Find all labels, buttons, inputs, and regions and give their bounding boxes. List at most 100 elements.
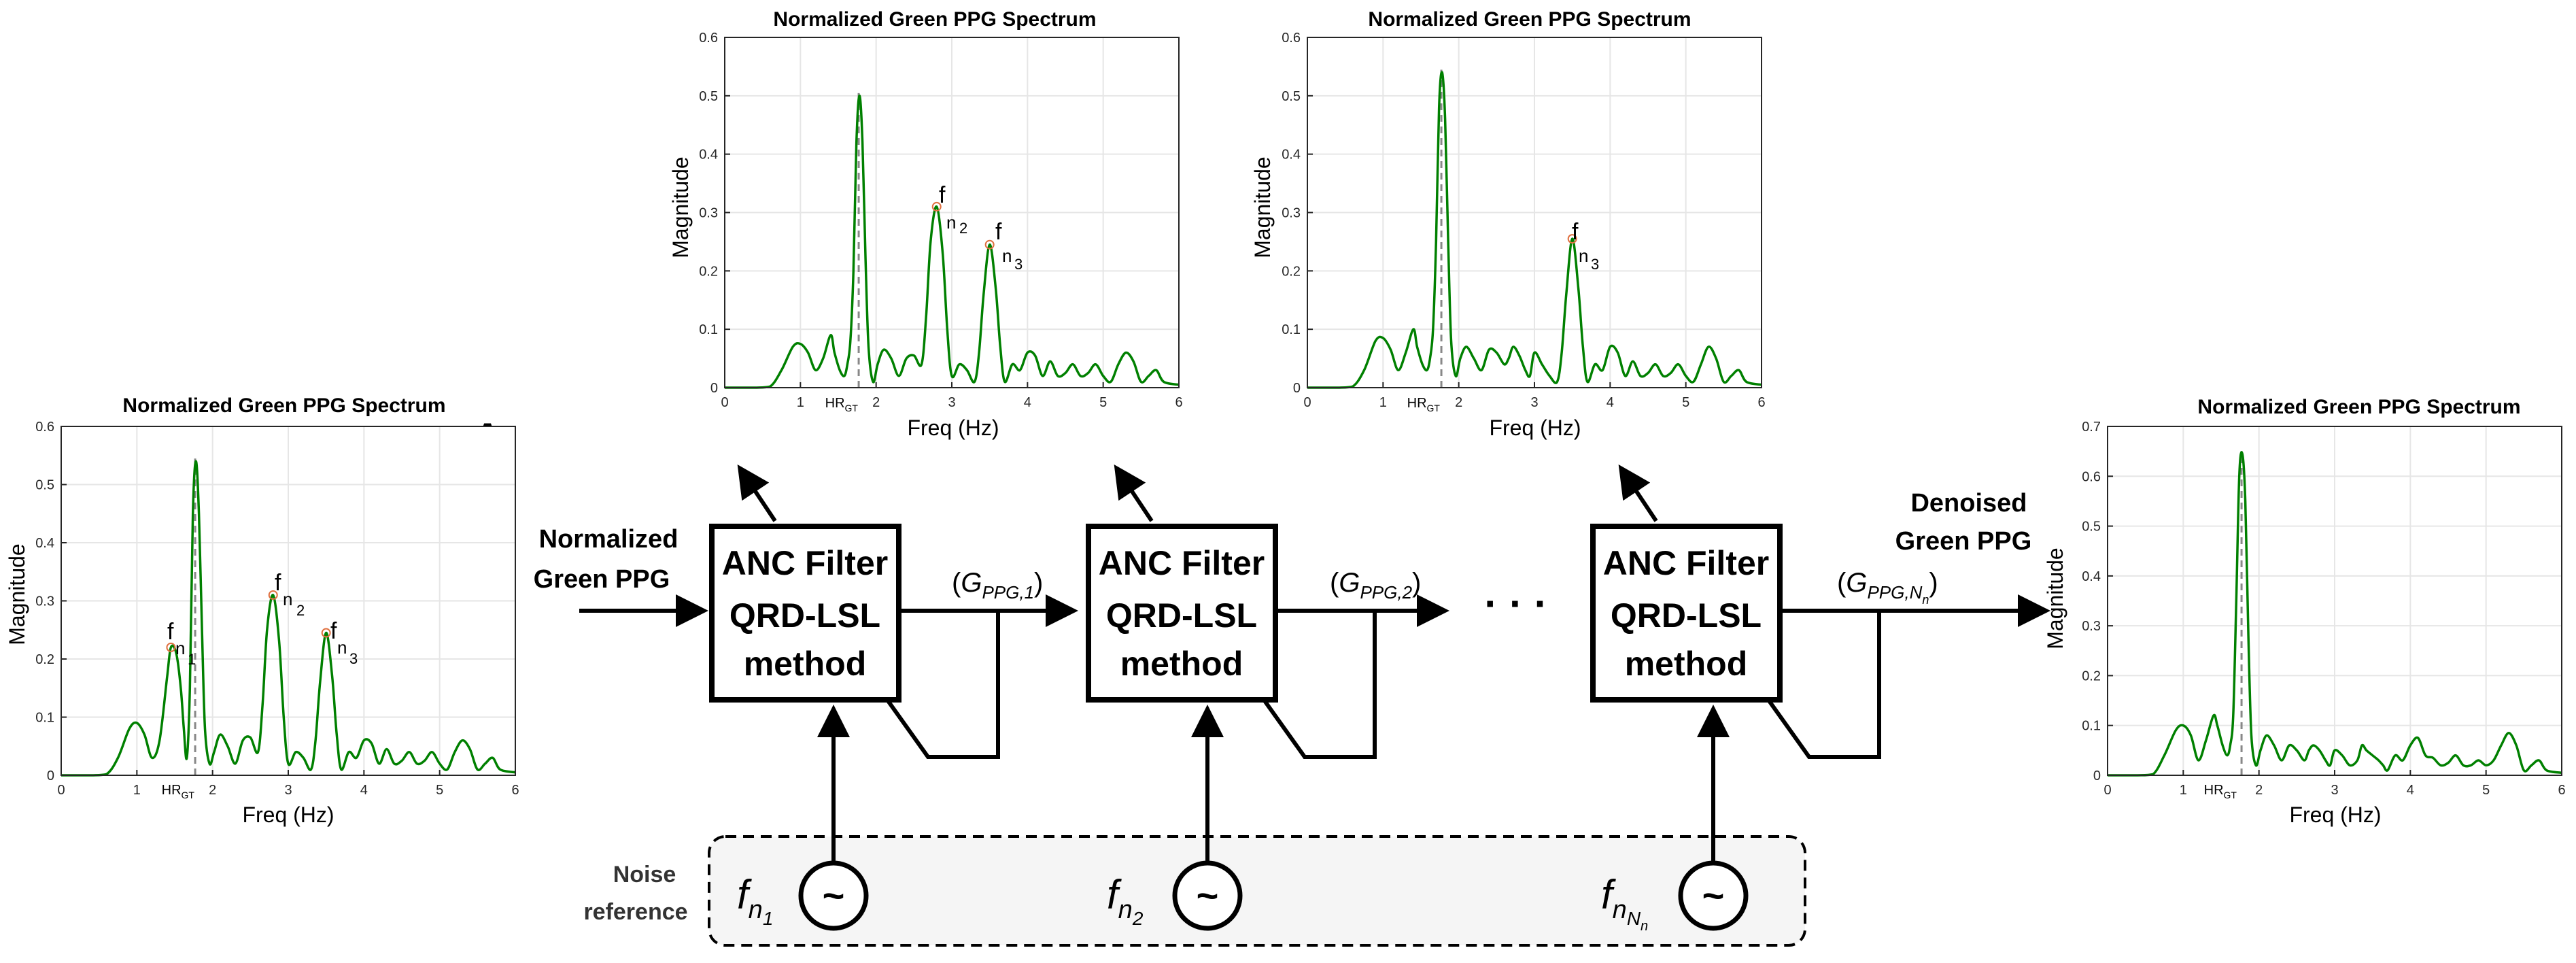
peak-marker	[984, 239, 995, 250]
anc-filter-block-3	[1590, 524, 1783, 703]
chart-title: Normalized Green PPG Spectrum	[773, 8, 1096, 31]
y-axis-label: Magnitude	[5, 543, 29, 645]
filter-method-suffix: method	[744, 645, 867, 683]
peak-label-fn3: f n 3	[995, 219, 1023, 273]
y-tick-label: 0.3	[35, 594, 54, 609]
x-tick-label: 6	[2558, 783, 2565, 798]
svg-text:2: 2	[959, 220, 967, 237]
x-tick-label: 4	[1607, 395, 1614, 410]
peak-marker	[166, 642, 176, 652]
tilde-icon: ~	[823, 874, 845, 917]
svg-text:n: n	[175, 638, 185, 658]
y-tick-label: 0.5	[2082, 520, 2101, 535]
x-axis-label: Freq (Hz)	[242, 802, 334, 827]
x-tick-label: 5	[1682, 395, 1689, 410]
svg-text:HRGT: HRGT	[1407, 396, 1441, 413]
x-tick-label: 1	[1379, 395, 1387, 410]
x-tick-label: 2	[209, 783, 216, 798]
y-tick-label: 0.3	[1282, 206, 1301, 221]
anc-block-diagram: Normalized Green PPG ANC Filter QRD-LSL …	[534, 464, 2050, 947]
peak-label-fn3: f n 3	[330, 618, 358, 667]
spectrum-chart-a: Normalized Green PPG Spectrum A Magnitud…	[5, 394, 519, 827]
x-tick-label: 1	[133, 783, 141, 798]
y-tick-label: 0.6	[699, 31, 718, 46]
y-tick-label: 0.6	[1282, 31, 1301, 46]
plot-area: 0 1 2 3 4 5 6 0 0.1 0.2 0.3 0.4 0.5 0.6	[699, 31, 1182, 410]
x-tick-label: 3	[2331, 783, 2338, 798]
x-tick-label: 5	[2482, 783, 2490, 798]
noise-reference-label: Noise	[613, 862, 676, 888]
noise-symbol-1: fn1	[737, 872, 773, 929]
input-label-line2: Green PPG	[534, 565, 670, 594]
x-tick-label: 6	[511, 783, 519, 798]
plot-area: 0 1 2 3 4 5 6 0 0.1 0.2 0.3 0.4 0.5 0.6	[1282, 31, 1765, 410]
chart-title: Normalized Green PPG Spectrum	[122, 394, 445, 417]
svg-text:f: f	[330, 618, 337, 644]
y-tick-label: 0.1	[1282, 322, 1301, 337]
noise-reference-label-line2: reference	[583, 899, 687, 925]
svg-text:n: n	[946, 212, 956, 233]
y-tick-label: 0.4	[699, 148, 718, 163]
svg-text:n: n	[283, 589, 292, 609]
svg-text:1: 1	[188, 651, 196, 668]
x-tick-label: 3	[948, 395, 955, 410]
output-label-line2: Green PPG	[1895, 527, 2032, 556]
hr-gt-tick-label: HRGT	[162, 783, 195, 800]
chart-title: Normalized Green PPG Spectrum	[2197, 396, 2520, 418]
svg-text:HRGT: HRGT	[2204, 783, 2237, 800]
x-axis-label: Freq (Hz)	[907, 416, 999, 440]
input-label: Normalized	[539, 525, 679, 554]
y-tick-label: 0.4	[2082, 569, 2101, 584]
svg-text:HRGT: HRGT	[162, 783, 195, 800]
y-tick-label: 0.6	[35, 420, 54, 435]
svg-text:f: f	[1572, 219, 1579, 245]
output-signal-label-3: (GPPG,Nn)	[1837, 568, 1938, 607]
x-tick-label: 4	[2407, 783, 2414, 798]
tilde-icon: ~	[1197, 874, 1219, 917]
y-tick-label: 0.2	[35, 652, 54, 667]
svg-text:n: n	[337, 637, 347, 658]
x-tick-label: 3	[1530, 395, 1538, 410]
adaptation-arrow	[1114, 464, 1154, 522]
peak-marker	[321, 628, 331, 638]
ellipsis: · · ·	[1484, 581, 1547, 626]
peak-marker	[931, 201, 942, 212]
svg-text:n: n	[1579, 246, 1588, 266]
x-tick-label: 6	[1757, 395, 1765, 410]
x-tick-label: 0	[57, 783, 65, 798]
x-tick-label: 2	[1455, 395, 1462, 410]
y-tick-label: 0.4	[35, 536, 54, 551]
svg-text:3: 3	[1014, 256, 1023, 273]
y-tick-label: 0.6	[2082, 469, 2101, 484]
feedback-loop-2	[1262, 611, 1377, 759]
filter-method-suffix: method	[1625, 645, 1748, 683]
svg-text:3: 3	[349, 650, 358, 667]
x-tick-label: 3	[284, 783, 292, 798]
peak-marker	[1567, 234, 1577, 244]
svg-text:HRGT: HRGT	[825, 396, 859, 413]
peak-label-fn1: f n 1	[167, 619, 196, 668]
svg-text:f: f	[995, 219, 1002, 245]
x-tick-label: 1	[2180, 783, 2187, 798]
spectrum-chart-d: Normalized Green PPG Spectrum D Magnitud…	[2043, 396, 2566, 827]
spectrum-chart-b: Normalized Green PPG Spectrum B Magnitud…	[668, 8, 1183, 440]
x-tick-label: 5	[436, 783, 443, 798]
y-tick-label: 0.1	[35, 711, 54, 726]
y-tick-label: 0	[47, 768, 54, 783]
y-tick-label: 0.3	[2082, 619, 2101, 634]
svg-text:3: 3	[1591, 256, 1599, 273]
chart-title: Normalized Green PPG Spectrum	[1368, 8, 1691, 31]
svg-text:f: f	[167, 619, 174, 645]
noise-reference-box	[708, 835, 1806, 947]
anc-filter-block-2	[1086, 524, 1278, 703]
y-axis-label: Magnitude	[1250, 156, 1275, 258]
y-axis-label: Magnitude	[668, 156, 693, 258]
x-axis-label: Freq (Hz)	[1489, 416, 1581, 440]
svg-text:2: 2	[296, 602, 305, 619]
svg-text:n: n	[1002, 246, 1012, 266]
adaptation-arrow	[1618, 464, 1658, 522]
svg-text:f: f	[939, 182, 946, 208]
x-tick-label: 1	[797, 395, 804, 410]
y-tick-label: 0.3	[699, 206, 718, 221]
